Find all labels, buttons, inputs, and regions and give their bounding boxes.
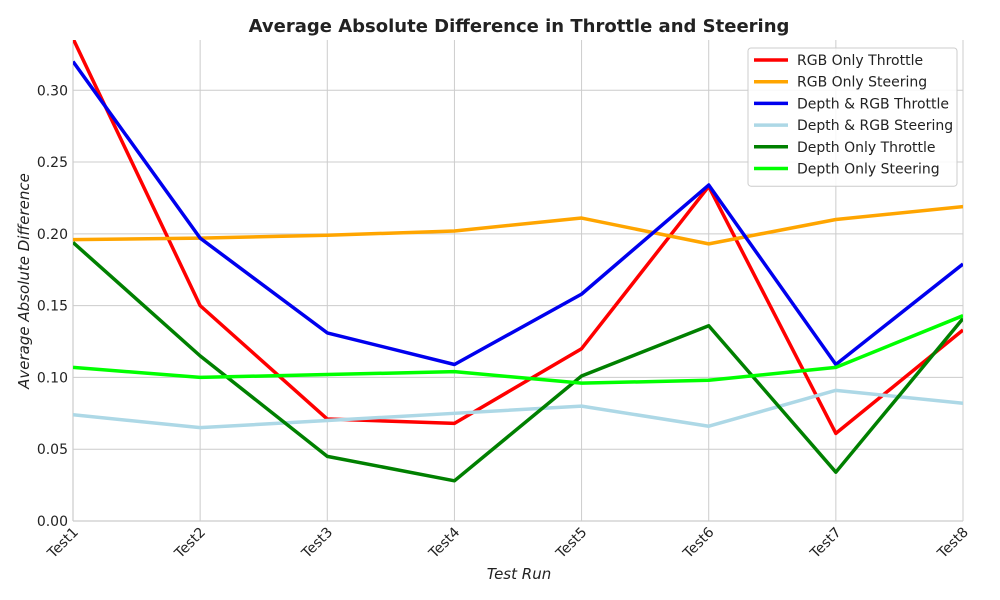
y-tick-label: 0.05 [37,442,68,458]
x-tick-label: Test1 [44,525,82,563]
series-line-1 [73,40,963,436]
legend-box [747,47,958,187]
chart-title: Average Absolute Difference in Throttle … [249,16,790,37]
legend-label: Depth & RGB Steering [797,118,953,134]
y-tick-label: 0.00 [37,514,68,530]
x-tick-label: Test3 [298,525,336,563]
y-tick-label: 0.20 [37,227,68,243]
x-tick-label: Test8 [934,525,972,563]
series-line-2 [73,204,963,246]
legend-label: Depth & RGB Throttle [797,96,949,112]
x-tick-label: Test6 [680,524,718,562]
x-tick-label: Test4 [425,524,463,562]
series-layer [73,40,963,483]
series-line-3 [73,60,963,367]
legend: RGB Only Throttle RGB Only Steering Depth … [747,47,958,187]
legend-label: Depth Only Steering [797,162,940,178]
y-tick-label: 0.30 [37,83,68,99]
y-tick-label: 0.25 [37,155,68,171]
y-tick-label: 0.10 [37,370,68,386]
legend-label: RGB Only Throttle [797,53,923,69]
legend-label: RGB Only Steering [797,75,927,91]
x-tick-label: Test7 [807,525,845,563]
series-line-4 [73,388,963,430]
legend-label: Depth Only Throttle [797,140,936,156]
series-line-6 [73,314,963,385]
y-tick-label: 0.15 [37,299,68,315]
series-line-5 [73,241,963,483]
x-tick-label: Test2 [171,525,209,563]
x-axis-label: Test Run [487,565,551,583]
x-tick-label: Test5 [553,525,591,563]
y-axis-label: Average Absolute Difference [15,173,33,390]
